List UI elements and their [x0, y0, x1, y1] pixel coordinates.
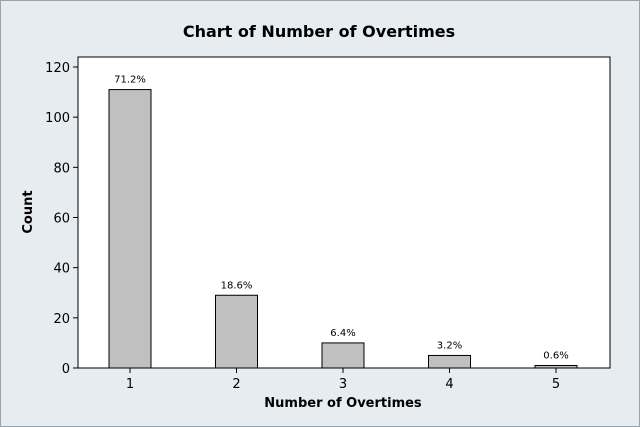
bar-3 [321, 342, 365, 369]
x-axis-label: Number of Overtimes [264, 396, 422, 411]
data-label: 3.2% [437, 340, 462, 351]
bar-2 [215, 294, 258, 369]
y-axis: 0 20 40 60 80 100 120 [45, 61, 78, 377]
bar-1 [108, 89, 152, 369]
x-tick-label: 2 [232, 377, 240, 392]
bars [108, 89, 578, 369]
data-label: 71.2% [114, 75, 146, 86]
data-label: 18.6% [221, 280, 253, 291]
y-tick-label: 20 [53, 312, 70, 327]
data-label: 6.4% [330, 328, 355, 339]
x-tick-label: 4 [445, 377, 453, 392]
x-axis: 1 2 3 4 5 [126, 368, 560, 392]
y-tick-label: 80 [53, 161, 70, 176]
bar-5 [534, 364, 578, 369]
x-tick-label: 3 [339, 377, 347, 392]
chart-title: Chart of Number of Overtimes [183, 22, 455, 41]
plot-area [77, 56, 611, 369]
bar-4 [428, 354, 471, 369]
data-label: 0.6% [543, 350, 568, 361]
x-tick-label: 1 [126, 377, 134, 392]
y-tick-label: 100 [45, 111, 70, 126]
y-tick-label: 40 [53, 262, 70, 277]
y-tick-label: 60 [53, 212, 70, 227]
y-tick-label: 120 [45, 61, 70, 76]
y-tick-label: 0 [62, 362, 70, 377]
x-tick-label: 5 [552, 377, 560, 392]
data-labels: 71.2% 18.6% 6.4% 3.2% 0.6% [114, 75, 569, 362]
y-axis-label: Count [21, 190, 36, 233]
